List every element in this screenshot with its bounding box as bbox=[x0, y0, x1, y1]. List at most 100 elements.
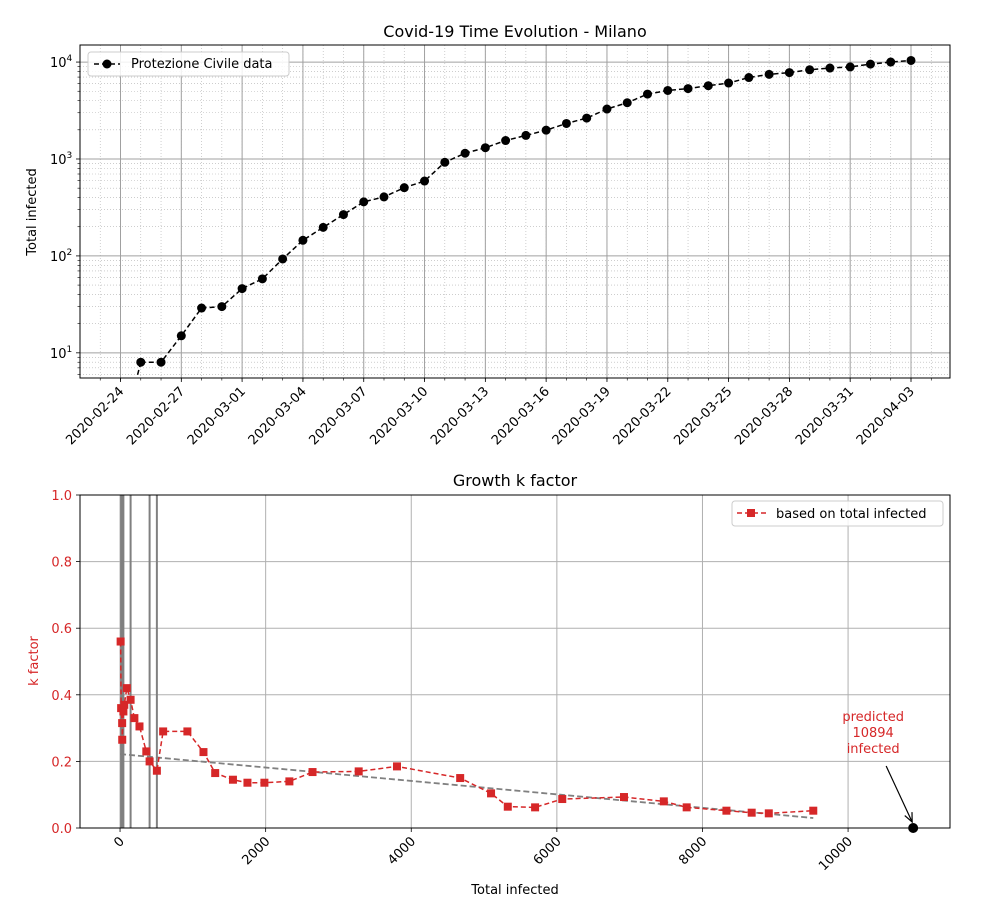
data-point bbox=[338, 210, 348, 220]
data-point bbox=[809, 806, 818, 815]
x-tick-label: 2020-03-10 bbox=[367, 384, 431, 448]
x-tick-label: 2020-03-16 bbox=[489, 384, 553, 448]
annotation-line-infected: infected bbox=[847, 742, 900, 757]
x-tick-label: 8000 bbox=[676, 834, 710, 868]
legend-label: Protezione Civile data bbox=[131, 57, 273, 72]
data-point bbox=[176, 331, 186, 341]
legend-box bbox=[731, 500, 944, 527]
k-chart-y-axis-label: k factor bbox=[27, 635, 42, 685]
x-tick-label: 2020-03-07 bbox=[307, 384, 371, 448]
annotation-line-count: 10894 bbox=[852, 726, 893, 741]
y-tick-label: 0.6 bbox=[51, 622, 72, 637]
k-chart-title: Growth k factor bbox=[453, 471, 578, 490]
data-point bbox=[682, 803, 691, 812]
data-point bbox=[561, 118, 571, 128]
data-point bbox=[126, 695, 135, 704]
y-tick-label-1e2: 102 bbox=[50, 248, 72, 265]
k-chart-frame bbox=[79, 494, 951, 829]
data-point bbox=[120, 700, 129, 709]
time-chart-title: Covid-19 Time Evolution - Milano bbox=[383, 22, 646, 41]
data-point bbox=[118, 735, 127, 744]
data-point bbox=[906, 55, 916, 65]
data-point bbox=[122, 684, 131, 693]
data-point bbox=[558, 795, 567, 804]
data-point bbox=[456, 774, 465, 783]
data-point bbox=[257, 274, 267, 284]
growth-k-factor-chart: Growth k factor 0.0 0.2 0.4 0.6 0.8 1.0 0 2000… bbox=[27, 471, 951, 898]
k-chart-axis-ticks bbox=[76, 494, 849, 832]
data-point bbox=[845, 62, 855, 72]
y-tick-label: 0.8 bbox=[51, 556, 72, 571]
k-chart-annotation: predicted 10894 infected bbox=[842, 710, 919, 833]
x-tick-label: 2020-02-27 bbox=[124, 384, 188, 448]
y-tick-label: 0.0 bbox=[51, 822, 72, 837]
x-tick-label: 2020-03-19 bbox=[550, 384, 614, 448]
data-point bbox=[260, 778, 269, 787]
data-point bbox=[285, 777, 294, 786]
x-tick-label: 2020-03-04 bbox=[246, 384, 310, 448]
data-point bbox=[659, 797, 668, 806]
legend-label: based on total infected bbox=[776, 507, 926, 522]
annotation-arrow-line bbox=[885, 765, 913, 823]
k-chart-legend: based on total infected bbox=[731, 500, 944, 527]
data-point bbox=[764, 69, 774, 79]
k-chart-x-tick-labels: 0 2000 4000 6000 8000 10000 bbox=[111, 834, 855, 874]
time-chart-y-axis-label: Total infected bbox=[25, 168, 40, 256]
y-tick-label: 0.4 bbox=[51, 689, 72, 704]
y-tick-label: 0.2 bbox=[51, 755, 72, 770]
x-tick-label: 2020-03-31 bbox=[793, 384, 857, 448]
x-tick-label: 4000 bbox=[385, 834, 419, 868]
data-point bbox=[722, 806, 731, 815]
data-point bbox=[805, 65, 815, 75]
data-point bbox=[217, 302, 227, 312]
data-point bbox=[503, 802, 512, 811]
time-chart-legend: Protezione Civile data bbox=[87, 51, 290, 77]
data-point bbox=[521, 130, 531, 140]
data-point bbox=[582, 113, 592, 123]
data-point bbox=[159, 727, 168, 736]
data-point bbox=[399, 183, 409, 193]
k-chart-x-axis-label: Total infected bbox=[470, 883, 558, 898]
x-tick-label: 2020-03-28 bbox=[732, 384, 796, 448]
data-point bbox=[211, 769, 220, 778]
data-point bbox=[392, 762, 401, 771]
time-chart-series bbox=[136, 55, 916, 379]
data-point bbox=[243, 778, 252, 787]
x-tick-label: 2020-02-24 bbox=[63, 384, 127, 448]
legend-marker bbox=[102, 59, 112, 69]
data-point bbox=[278, 254, 288, 264]
data-point bbox=[703, 81, 713, 91]
data-point bbox=[602, 104, 612, 114]
data-point bbox=[197, 303, 207, 313]
data-point bbox=[501, 136, 511, 146]
data-point bbox=[420, 176, 430, 186]
time-chart-x-tick-labels: 2020-02-242020-02-272020-03-012020-03-04… bbox=[63, 384, 918, 448]
data-point bbox=[130, 714, 139, 723]
data-point bbox=[354, 767, 363, 776]
data-point bbox=[136, 357, 146, 367]
y-tick-label-1e3: 103 bbox=[50, 151, 72, 168]
time-chart-axis-ticks bbox=[76, 61, 932, 382]
annotation-arrow-head bbox=[904, 812, 913, 824]
data-point bbox=[118, 719, 127, 728]
x-tick-label: 10000 bbox=[816, 834, 856, 874]
x-tick-label: 0 bbox=[111, 834, 127, 850]
y-tick-label-1e4: 104 bbox=[50, 54, 73, 71]
time-chart-minor-grid bbox=[80, 45, 950, 378]
data-point bbox=[643, 89, 652, 99]
k-chart-trend-line bbox=[119, 753, 814, 819]
x-tick-label: 2020-03-22 bbox=[611, 384, 675, 448]
x-tick-label: 6000 bbox=[531, 834, 565, 868]
x-tick-label: 2020-03-01 bbox=[185, 384, 249, 448]
data-point bbox=[183, 727, 192, 736]
data-point bbox=[744, 73, 754, 83]
data-point bbox=[622, 98, 632, 108]
data-point bbox=[379, 192, 389, 202]
data-point bbox=[480, 143, 490, 153]
data-point bbox=[142, 747, 151, 756]
time-evolution-chart: Covid-19 Time Evolution - Milano 101 102… bbox=[25, 22, 951, 448]
annotation-line-predicted: predicted bbox=[842, 710, 904, 725]
data-point bbox=[145, 757, 154, 766]
time-chart-y-tick-labels: 101 102 103 104 bbox=[50, 54, 73, 362]
data-point bbox=[764, 809, 773, 818]
